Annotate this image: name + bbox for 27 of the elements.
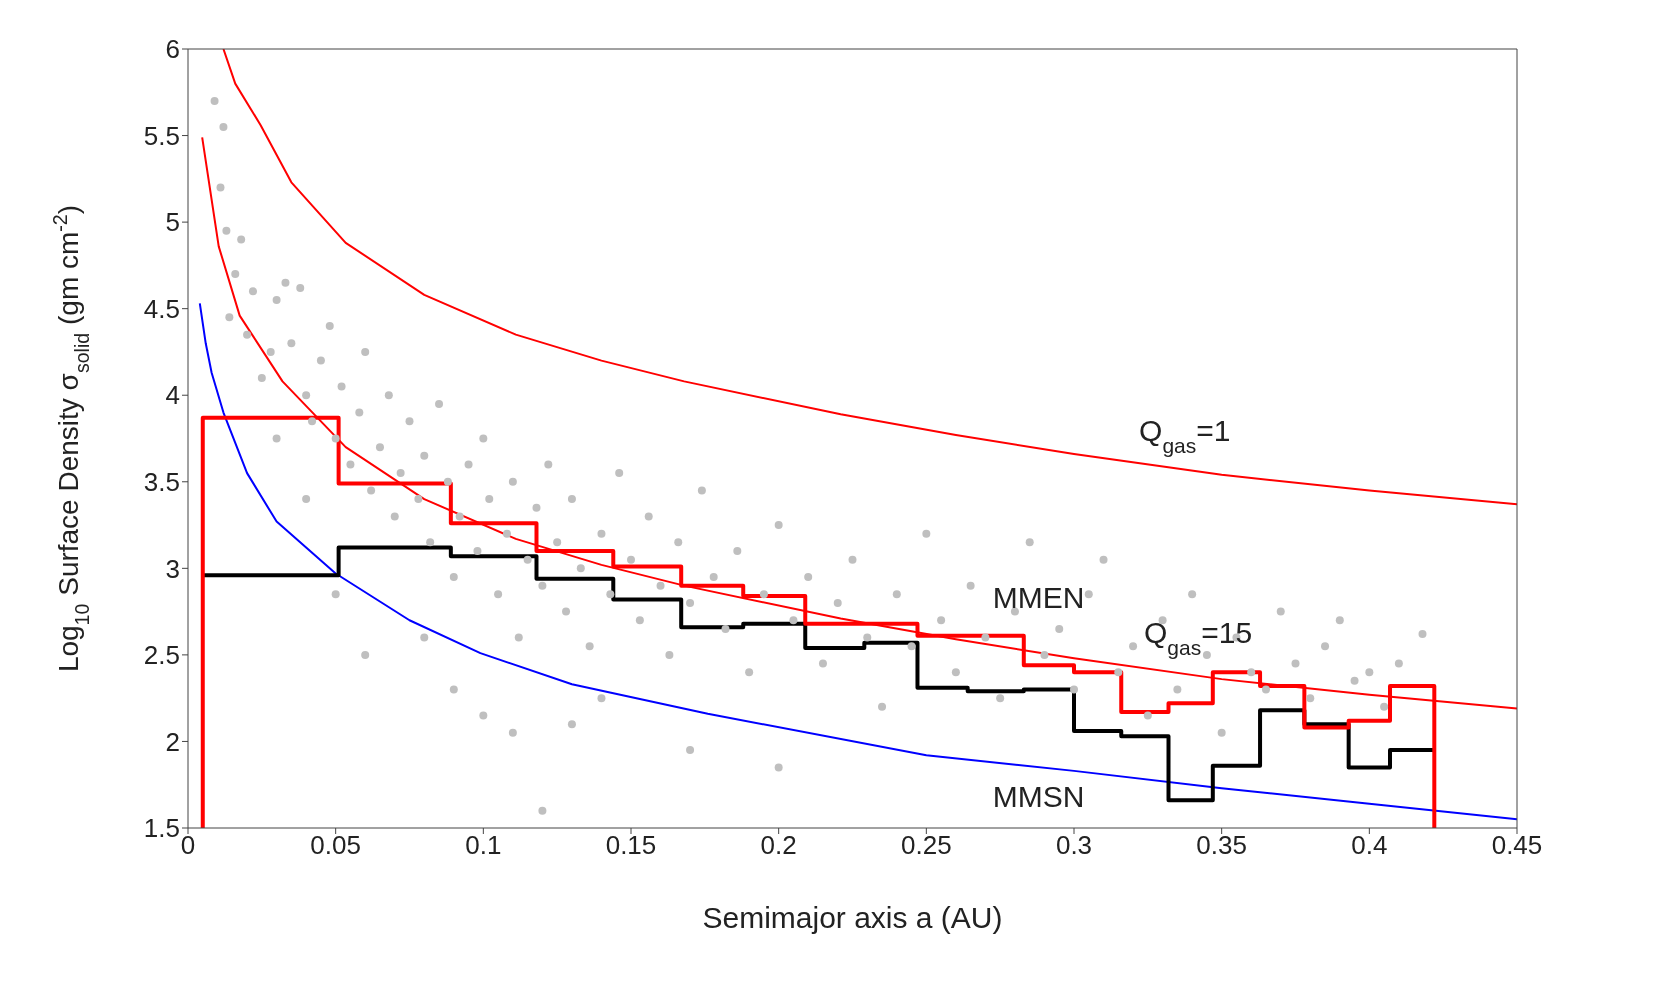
y-tick-label: 1.5 — [143, 813, 180, 844]
x-tick-label: 0.35 — [1196, 830, 1247, 861]
annotation: MMSN — [992, 779, 1085, 813]
x-tick-label: 0.45 — [1491, 830, 1543, 861]
annotation: Q$_{gas}$=15 — [1143, 616, 1253, 659]
x-tick-label: 0.3 — [1055, 830, 1093, 861]
y-tick-label: 5.5 — [143, 120, 180, 151]
x-tick-label: 0.4 — [1351, 830, 1388, 861]
x-tick-label: 0 — [180, 830, 196, 861]
y-tick-label: 3.5 — [143, 467, 180, 498]
y-tick-label: 2 — [165, 726, 180, 757]
y-tick-label: 3 — [165, 553, 180, 584]
y-tick-label: 6 — [165, 34, 180, 65]
line-series — [198, 302, 1517, 821]
annotation: MMEN — [992, 581, 1085, 615]
y-tick-label: 4 — [165, 380, 180, 411]
y-tick-label: 2.5 — [143, 640, 180, 671]
y-tick-label: 4.5 — [143, 293, 180, 324]
y-tick-label: 5 — [165, 207, 180, 238]
x-tick-label: 0.15 — [605, 830, 657, 861]
x-tick-label: 0.2 — [760, 830, 797, 861]
line-series — [222, 49, 1517, 506]
x-axis-title: Semimajor axis a (AU) — [702, 901, 1003, 934]
x-tick-label: 0.25 — [901, 830, 952, 861]
x-tick-label: 0.05 — [310, 830, 361, 861]
x-tick-label: 0.1 — [465, 830, 502, 861]
annotation: Q$_{gas}$=1 — [1139, 413, 1231, 457]
